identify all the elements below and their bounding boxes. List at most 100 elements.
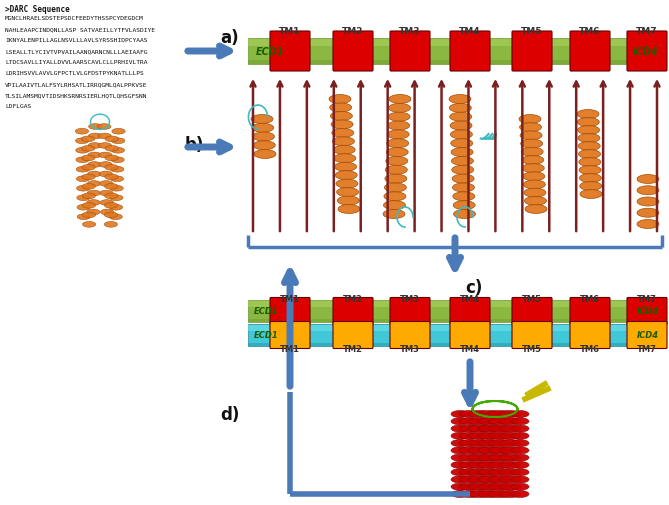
FancyBboxPatch shape <box>333 298 373 325</box>
Ellipse shape <box>450 104 472 113</box>
Ellipse shape <box>478 425 502 432</box>
Bar <box>248 40 662 46</box>
Ellipse shape <box>100 191 113 196</box>
Ellipse shape <box>478 432 502 439</box>
Ellipse shape <box>511 411 529 418</box>
Text: c): c) <box>465 278 482 296</box>
Ellipse shape <box>337 188 359 197</box>
Ellipse shape <box>254 150 276 159</box>
Ellipse shape <box>578 142 600 151</box>
Text: TM1: TM1 <box>280 294 300 303</box>
Ellipse shape <box>82 146 95 152</box>
Ellipse shape <box>76 129 88 135</box>
Text: LTDCSAVLLIYALLDVVLAARSCAVLCLLPRHIVLTRA: LTDCSAVLLIYALLDVVLAARSCAVLCLLPRHIVLTRA <box>5 60 147 65</box>
Ellipse shape <box>478 411 502 418</box>
Ellipse shape <box>577 110 599 119</box>
Ellipse shape <box>451 440 469 447</box>
Text: MGNCLHRAELSDSTEPSDCFEEDYTHSSPCYDEGDCM: MGNCLHRAELSDSTEPSDCFEEDYTHSSPCYDEGDCM <box>5 16 144 21</box>
Text: >DARC Sequence: >DARC Sequence <box>5 5 70 14</box>
Ellipse shape <box>88 162 101 168</box>
Text: TM5: TM5 <box>522 294 542 303</box>
Ellipse shape <box>76 177 90 182</box>
Ellipse shape <box>511 469 529 476</box>
Bar <box>248 61 662 65</box>
Ellipse shape <box>511 490 529 497</box>
Ellipse shape <box>383 201 405 210</box>
Text: TM1: TM1 <box>280 344 300 353</box>
Ellipse shape <box>478 440 502 447</box>
Ellipse shape <box>100 200 114 206</box>
Ellipse shape <box>77 205 90 211</box>
Text: TM7: TM7 <box>637 344 657 353</box>
Ellipse shape <box>468 476 492 483</box>
Ellipse shape <box>499 432 521 439</box>
Ellipse shape <box>468 469 492 476</box>
Ellipse shape <box>453 201 475 210</box>
Ellipse shape <box>459 418 481 425</box>
Ellipse shape <box>385 175 407 184</box>
Ellipse shape <box>330 104 352 113</box>
Ellipse shape <box>454 210 476 219</box>
Ellipse shape <box>87 191 100 196</box>
Ellipse shape <box>452 157 474 166</box>
Text: TM3: TM3 <box>400 344 420 353</box>
FancyBboxPatch shape <box>390 298 430 325</box>
Ellipse shape <box>389 95 411 105</box>
Ellipse shape <box>468 440 492 447</box>
Text: ECD1: ECD1 <box>256 47 284 57</box>
FancyBboxPatch shape <box>333 322 373 349</box>
Ellipse shape <box>511 483 529 490</box>
Ellipse shape <box>451 139 473 148</box>
Ellipse shape <box>88 143 102 149</box>
Ellipse shape <box>88 153 101 159</box>
Ellipse shape <box>384 192 406 201</box>
Text: LDRIHSVVLAVVLGFPCTLVLGFDSTPYKNATLLLPS: LDRIHSVVLAVVLGFPCTLVLGFDSTPYKNATLLLPS <box>5 71 144 76</box>
Ellipse shape <box>389 104 411 113</box>
Text: TM6: TM6 <box>580 344 600 353</box>
Ellipse shape <box>99 172 112 177</box>
Ellipse shape <box>511 425 529 432</box>
Ellipse shape <box>452 166 474 175</box>
Ellipse shape <box>579 166 601 175</box>
Ellipse shape <box>88 134 102 139</box>
Ellipse shape <box>511 432 529 439</box>
Text: TM6: TM6 <box>580 294 600 303</box>
Ellipse shape <box>88 124 102 130</box>
Ellipse shape <box>449 95 471 105</box>
Ellipse shape <box>524 189 546 198</box>
Ellipse shape <box>332 137 355 146</box>
Ellipse shape <box>579 174 601 183</box>
Text: LSEALLTLYCIVTVPVAILAANQARNCNLLLAEIAAFG: LSEALLTLYCIVTVPVAILAANQARNCNLLLAEIAAFG <box>5 49 147 54</box>
FancyBboxPatch shape <box>248 39 662 65</box>
Ellipse shape <box>104 222 118 228</box>
Ellipse shape <box>76 139 89 144</box>
Text: TM7: TM7 <box>637 294 657 303</box>
Ellipse shape <box>252 124 274 133</box>
Ellipse shape <box>580 182 601 191</box>
Text: TM4: TM4 <box>459 27 481 36</box>
Ellipse shape <box>488 418 512 425</box>
Ellipse shape <box>459 462 481 469</box>
Ellipse shape <box>110 195 123 201</box>
Ellipse shape <box>338 205 360 214</box>
Ellipse shape <box>499 440 521 447</box>
Ellipse shape <box>332 129 354 138</box>
Text: ICD4: ICD4 <box>637 331 659 340</box>
FancyBboxPatch shape <box>270 322 310 349</box>
Ellipse shape <box>82 213 96 218</box>
Bar <box>248 343 662 346</box>
Ellipse shape <box>478 469 502 476</box>
Ellipse shape <box>511 418 529 425</box>
Ellipse shape <box>478 483 502 490</box>
Text: TLSILAMSMQVTIDSHKSRNRSIERLHQTLQHSGFSNN: TLSILAMSMQVTIDSHKSRNRSIERLHQTLQHSGFSNN <box>5 93 147 98</box>
Ellipse shape <box>499 469 521 476</box>
Ellipse shape <box>459 483 481 490</box>
Ellipse shape <box>524 197 547 206</box>
Text: TM2: TM2 <box>343 344 363 353</box>
Ellipse shape <box>519 115 541 124</box>
Ellipse shape <box>488 425 512 432</box>
Ellipse shape <box>109 205 122 211</box>
Ellipse shape <box>82 137 95 142</box>
Ellipse shape <box>499 490 521 497</box>
Ellipse shape <box>98 124 111 130</box>
